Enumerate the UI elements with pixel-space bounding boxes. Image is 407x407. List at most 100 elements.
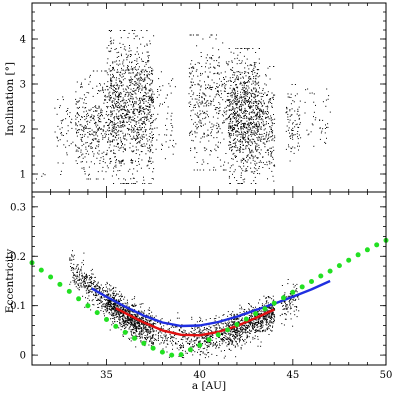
- data-point: [148, 120, 150, 122]
- data-point: [235, 112, 237, 114]
- data-point: [200, 350, 202, 352]
- data-point: [133, 120, 135, 122]
- data-point: [128, 50, 130, 52]
- data-point: [319, 127, 321, 129]
- data-point: [191, 316, 193, 318]
- data-point: [206, 342, 207, 343]
- data-point: [147, 55, 149, 57]
- data-point: [147, 77, 149, 79]
- data-point: [128, 183, 130, 184]
- data-point: [234, 89, 236, 91]
- data-point: [269, 322, 271, 324]
- data-point: [282, 305, 284, 307]
- data-point: [84, 126, 86, 128]
- data-point: [240, 183, 242, 184]
- data-point: [271, 130, 273, 132]
- data-point: [297, 136, 298, 138]
- data-point: [127, 37, 129, 39]
- data-point: [138, 77, 140, 79]
- data-point: [126, 59, 128, 61]
- data-point: [158, 94, 160, 96]
- data-point: [115, 145, 117, 147]
- data-point: [137, 116, 139, 118]
- data-point: [325, 124, 326, 126]
- data-point: [299, 122, 301, 124]
- data-point: [86, 126, 87, 128]
- data-point: [210, 66, 212, 68]
- data-point: [201, 337, 203, 339]
- data-point: [156, 127, 158, 129]
- data-point: [259, 330, 261, 332]
- data-point: [204, 81, 205, 83]
- data-point: [231, 95, 233, 96]
- data-point: [111, 104, 113, 106]
- data-point: [88, 109, 90, 111]
- data-point: [134, 118, 136, 119]
- data-point: [291, 129, 293, 131]
- data-point: [248, 81, 250, 83]
- data-point: [108, 118, 109, 120]
- data-point: [120, 101, 122, 103]
- data-point: [228, 92, 230, 94]
- data-point: [182, 346, 184, 348]
- data-point: [250, 183, 252, 184]
- data-point: [243, 85, 245, 87]
- data-point: [141, 60, 143, 62]
- data-point: [112, 62, 114, 64]
- data-point: [134, 81, 136, 83]
- data-point: [229, 104, 231, 106]
- data-point: [129, 99, 131, 101]
- data-point: [294, 126, 296, 128]
- data-point: [217, 147, 219, 148]
- data-point: [136, 69, 138, 71]
- data-point: [236, 71, 238, 73]
- data-point: [65, 146, 67, 148]
- data-point: [233, 127, 235, 129]
- data-point: [263, 133, 265, 134]
- data-point: [85, 153, 87, 155]
- data-point: [250, 121, 252, 123]
- data-point: [125, 94, 126, 96]
- data-point: [192, 84, 193, 86]
- data-point: [166, 324, 168, 326]
- data-point: [255, 306, 256, 308]
- data-point: [218, 57, 220, 59]
- data-point: [231, 89, 233, 91]
- data-point: [231, 158, 233, 160]
- data-point: [150, 97, 151, 99]
- data-point: [166, 351, 168, 353]
- data-point: [81, 154, 83, 156]
- data-point: [139, 125, 141, 127]
- data-point: [235, 157, 236, 158]
- data-point: [120, 109, 122, 111]
- data-point: [98, 127, 100, 129]
- data-point: [267, 154, 269, 156]
- data-point: [131, 131, 133, 133]
- data-point: [219, 159, 221, 161]
- data-point: [204, 123, 206, 125]
- data-point: [274, 314, 275, 316]
- data-point: [116, 305, 118, 307]
- data-point: [248, 130, 250, 132]
- data-point: [147, 96, 149, 98]
- data-point: [251, 138, 253, 140]
- data-point: [328, 95, 330, 97]
- data-point: [105, 70, 107, 72]
- data-point: [251, 141, 253, 143]
- data-point: [63, 144, 65, 146]
- data-point: [326, 137, 327, 139]
- data-point: [287, 119, 289, 120]
- data-point: [113, 39, 115, 41]
- data-point: [207, 114, 208, 116]
- data-point: [264, 316, 266, 318]
- data-point: [96, 85, 98, 87]
- data-point: [287, 306, 289, 308]
- data-point: [173, 337, 175, 339]
- data-point: [164, 134, 166, 136]
- data-point: [103, 306, 105, 307]
- data-point: [252, 155, 254, 157]
- data-point: [126, 127, 128, 129]
- data-point: [100, 128, 102, 130]
- data-point: [212, 337, 214, 338]
- data-point: [121, 117, 123, 119]
